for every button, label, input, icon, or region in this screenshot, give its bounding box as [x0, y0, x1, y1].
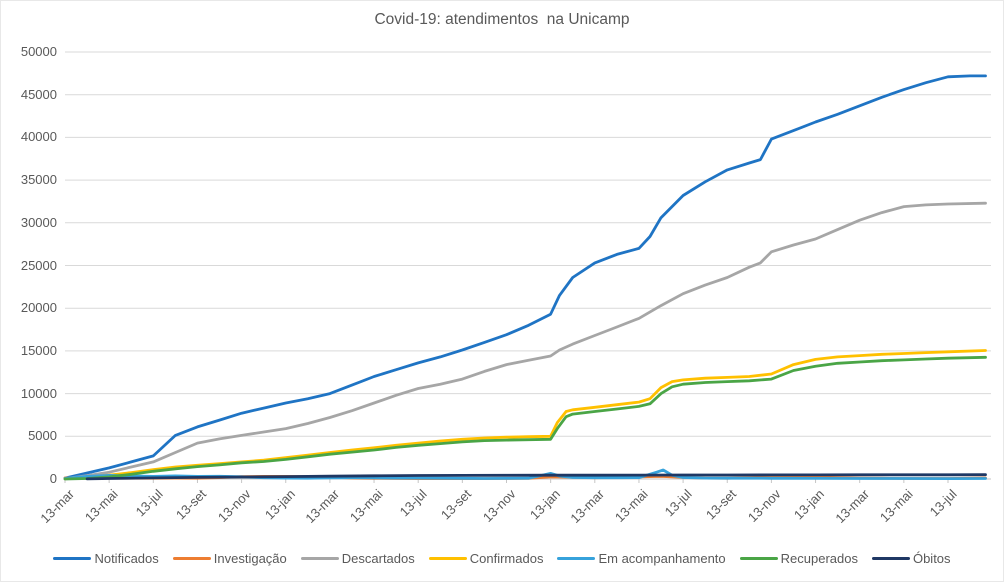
- legend-swatch-descartados: [300, 556, 339, 561]
- legend-label: Confirmados: [469, 551, 544, 566]
- y-axis-label: 30000: [20, 214, 57, 230]
- legend-label: Recuperados: [780, 551, 858, 566]
- y-axis-label: 50000: [20, 44, 57, 59]
- legend-label: Investigação: [213, 551, 287, 566]
- legend-swatch-investigacao: [172, 556, 211, 561]
- legend-item-notificados: Notificados: [53, 551, 159, 566]
- y-axis-label: 35000: [20, 172, 57, 188]
- y-axis-label: 45000: [20, 86, 57, 102]
- legend-label: Em acompanhamento: [598, 551, 726, 566]
- legend-swatch-em-acompanhamento: [557, 556, 596, 561]
- legend-label: Óbitos: [912, 551, 951, 566]
- legend-item-em-acompanhamento: Em acompanhamento: [557, 551, 726, 566]
- series-line-obitos: [85, 473, 987, 481]
- y-axis-label: 25000: [20, 257, 57, 273]
- y-axis-label: 10000: [20, 385, 57, 401]
- legend-item-confirmados: Confirmados: [428, 551, 544, 566]
- chart-title: Covid-19: atendimentos na Unicamp: [374, 11, 630, 28]
- legend-label: Descartados: [341, 551, 415, 566]
- y-axis-label: 40000: [20, 129, 57, 145]
- y-axis-label: 0: [49, 471, 57, 486]
- legend-swatch-confirmados: [428, 556, 467, 561]
- y-axis-label: 20000: [20, 300, 57, 316]
- legend: Notificados Investigação Descartados Confir…: [0, 551, 1004, 566]
- y-axis-label: 15000: [20, 342, 57, 358]
- series-line-descartados: [63, 201, 987, 481]
- legend-item-obitos: Óbitos: [871, 551, 951, 566]
- y-axis-label: 5000: [28, 428, 57, 444]
- legend-item-recuperados: Recuperados: [739, 551, 858, 566]
- series-line-confirmados: [63, 349, 987, 481]
- legend-swatch-obitos: [871, 556, 910, 561]
- series-line-recuperados: [63, 355, 987, 481]
- legend-swatch-notificados: [53, 556, 92, 561]
- legend-label: Notificados: [94, 551, 159, 566]
- series-line-notificados: [63, 74, 987, 480]
- legend-item-descartados: Descartados: [300, 551, 415, 566]
- legend-item-investigacao: Investigação: [172, 551, 287, 566]
- legend-swatch-recuperados: [739, 556, 778, 561]
